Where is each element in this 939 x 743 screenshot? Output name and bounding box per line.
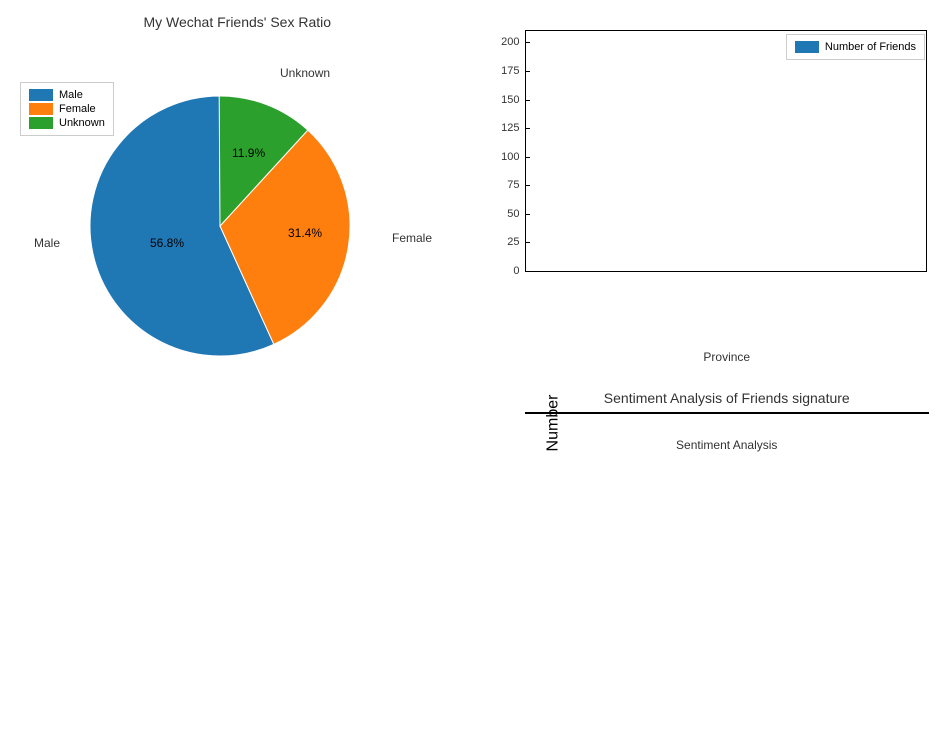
ytick: 75 (507, 179, 525, 191)
province-legend-label: Number of Friends (825, 41, 916, 53)
pie-outer-label: Female (392, 231, 432, 245)
word-cloud (10, 386, 440, 716)
ytick: 25 (507, 236, 525, 248)
province-bar-panel: 0255075100125150175200 Number of Friends… (475, 10, 930, 366)
ytick: 200 (501, 36, 525, 48)
pie-pct-label: 11.9% (232, 146, 265, 160)
pie-pct-label: 31.4% (288, 226, 322, 240)
wordcloud-panel (10, 386, 465, 716)
legend-swatch (29, 117, 53, 129)
province-legend: Number of Friends (786, 34, 925, 60)
legend-label: Male (59, 89, 83, 101)
pie-pct-label: 56.8% (150, 236, 184, 250)
legend-row: Male (29, 89, 105, 101)
sentiment-ylabel: Number (544, 395, 562, 452)
pie-outer-label: Unknown (280, 66, 330, 80)
pie-title: My Wechat Friends' Sex Ratio (10, 14, 465, 30)
legend-swatch (795, 41, 819, 53)
legend-swatch (29, 103, 53, 115)
sentiment-title: Sentiment Analysis of Friends signature (525, 390, 930, 406)
sentiment-bar-panel: Sentiment Analysis of Friends signature … (475, 386, 930, 716)
legend-label: Female (59, 103, 96, 115)
ytick: 150 (501, 94, 525, 106)
ytick: 50 (507, 208, 525, 220)
pie-outer-label: Male (34, 236, 60, 250)
ytick: 125 (501, 122, 525, 134)
ytick: 100 (501, 151, 525, 163)
sentiment-xlabel: Sentiment Analysis (525, 438, 930, 452)
province-bar-frame: 0255075100125150175200 (525, 30, 927, 272)
dashboard-grid: My Wechat Friends' Sex Ratio Male Female U… (10, 10, 929, 716)
pie-legend: Male Female Unknown (20, 82, 114, 136)
legend-swatch (29, 89, 53, 101)
province-xlabel: Province (525, 350, 930, 364)
legend-row: Female (29, 103, 105, 115)
sentiment-bar-frame (525, 412, 930, 414)
legend-label: Unknown (59, 117, 105, 129)
ytick: 175 (501, 65, 525, 77)
pie-panel: My Wechat Friends' Sex Ratio Male Female U… (10, 10, 465, 366)
ytick: 0 (513, 265, 525, 277)
pie-chart: Male Female Unknown Male 56.8% Female 31.4% Un… (10, 36, 450, 366)
legend-row: Unknown (29, 117, 105, 129)
